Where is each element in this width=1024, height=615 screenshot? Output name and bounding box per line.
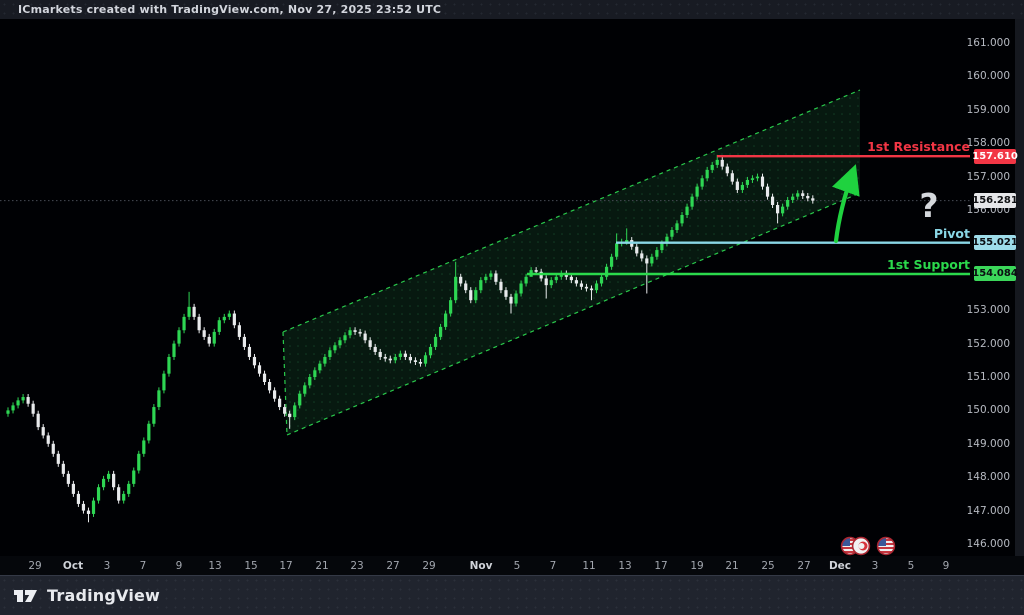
price-axis-label: 151.000 [966, 371, 1010, 383]
time-axis-label: 9 [942, 560, 950, 572]
time-axis-label: Oct [62, 560, 84, 572]
time-axis-label: 9 [175, 560, 183, 572]
time-axis-label: 11 [582, 560, 596, 572]
time-axis-label: 21 [315, 560, 329, 572]
price-badge-resistance: 157.610 [972, 148, 1018, 164]
time-axis-label: 17 [279, 560, 293, 572]
time-axis-label: Nov [469, 560, 493, 572]
price-axis-label: 149.000 [966, 437, 1010, 450]
tradingview-logo-icon[interactable] [13, 585, 38, 606]
time-axis-label: 23 [350, 560, 364, 572]
candles [6, 154, 815, 523]
time-axis-label: 27 [797, 560, 811, 572]
question-mark-annotation: ? [919, 186, 939, 225]
current-price-badge: 156.281 [972, 193, 1018, 209]
price-axis-label: 150.000 [966, 404, 1010, 417]
price-axis-label: 153.000 [966, 304, 1010, 317]
time-axis-label: 3 [103, 560, 111, 572]
price-axis-label: 152.000 [966, 337, 1010, 350]
footer-bar: TradingView [0, 575, 1024, 615]
chart-pane[interactable] [0, 19, 1024, 556]
time-axis-label: 19 [690, 560, 704, 572]
time-axis-label: 29 [422, 560, 436, 572]
time-axis-label: 5 [513, 560, 521, 572]
up-arrow [832, 164, 860, 244]
time-axis[interactable]: 29 Oct 3 7 9 13 15 17 21 23 27 29 Nov 5 7 11 13 17 19 21 25 2… [0, 556, 1024, 575]
time-axis-label: 25 [761, 560, 775, 572]
price-axis-label: 158.000 [966, 137, 1010, 150]
jp-flag-icon[interactable] [851, 536, 871, 556]
time-axis-label: 13 [618, 560, 632, 572]
us-flag-icon[interactable] [876, 536, 896, 556]
watermark-bar: ICmarkets created with TradingView.com, … [0, 0, 1024, 19]
price-badge-pivot: 155.021 [972, 235, 1018, 251]
channel-top-line [282, 89, 861, 333]
time-axis-label: 7 [549, 560, 557, 572]
time-axis-label: 17 [654, 560, 668, 572]
time-axis-label: 21 [725, 560, 739, 572]
level-label-support: 1st Support [887, 256, 970, 272]
price-axis-label: 148.000 [966, 471, 1010, 484]
time-axis-label: 13 [208, 560, 222, 572]
time-axis-label: 15 [244, 560, 258, 572]
time-axis-label: 3 [871, 560, 879, 572]
price-badge-support: 154.084 [972, 266, 1018, 282]
time-axis-label: 7 [139, 560, 147, 572]
time-axis-label: 29 [28, 560, 42, 572]
tradingview-brand-text[interactable]: TradingView [47, 586, 161, 605]
price-axis-margin [1015, 19, 1024, 575]
price-axis-label: 157.000 [966, 170, 1010, 183]
level-label-resistance: 1st Resistance [867, 139, 970, 155]
price-axis-label: 146.000 [966, 538, 1010, 550]
price-axis-label: 159.000 [966, 103, 1010, 116]
watermark-text: ICmarkets created with TradingView.com, … [18, 3, 442, 16]
time-axis-label: Dec [828, 560, 852, 572]
time-axis-label: 5 [907, 560, 915, 572]
economic-events-row [0, 536, 1024, 558]
price-axis-label: 160.000 [966, 70, 1010, 83]
level-label-pivot: Pivot [933, 225, 970, 241]
time-axis-label: 27 [386, 560, 400, 572]
price-axis-label: 147.000 [966, 504, 1010, 517]
price-axis-label: 161.000 [966, 37, 1010, 49]
